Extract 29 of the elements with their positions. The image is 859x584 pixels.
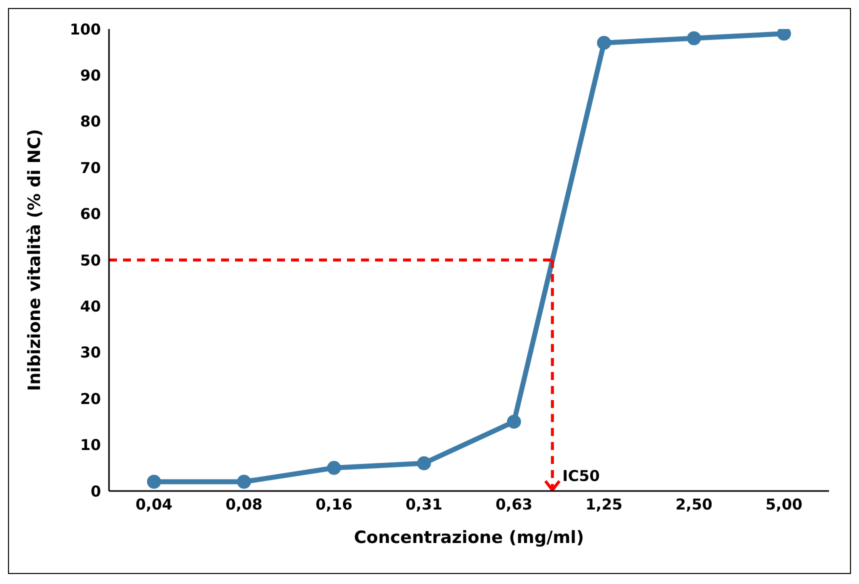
y-tick-label: 50: [80, 251, 101, 270]
point: [147, 474, 161, 489]
point: [237, 474, 251, 489]
y-tick-label: 20: [80, 390, 101, 408]
y-tick-label: 10: [80, 436, 101, 454]
x-tick-label: 1,25: [585, 496, 623, 514]
x-tick-label: 0,16: [315, 496, 353, 514]
point: [507, 414, 521, 429]
x-tick-label: 2,50: [675, 496, 713, 514]
y-tick-label: 60: [80, 205, 101, 224]
y-axis-title: Inibizione vitalità (% di NC): [25, 129, 46, 391]
point: [687, 31, 701, 46]
point: [327, 460, 341, 475]
y-tick-label: 0: [90, 482, 101, 500]
x-tick-label: 0,63: [495, 496, 533, 514]
y-tick-label: 80: [80, 112, 101, 131]
y-tick-label: 100: [70, 20, 101, 38]
x-tick-label: 5,00: [765, 496, 803, 514]
point: [417, 456, 431, 470]
x-axis-title: Concentrazione (mg/ml): [354, 528, 584, 548]
x-tick-label: 0,31: [405, 496, 443, 514]
y-tick-label: 40: [80, 298, 101, 316]
ref-line-label: IC50: [562, 467, 600, 485]
point: [597, 36, 611, 50]
x-tick-label: 0,08: [225, 496, 263, 514]
y-tick-label: 30: [80, 344, 101, 362]
y-tick-label: 90: [80, 66, 101, 85]
y-tick-label: 70: [80, 158, 101, 177]
x-tick-label: 0,04: [135, 496, 173, 514]
